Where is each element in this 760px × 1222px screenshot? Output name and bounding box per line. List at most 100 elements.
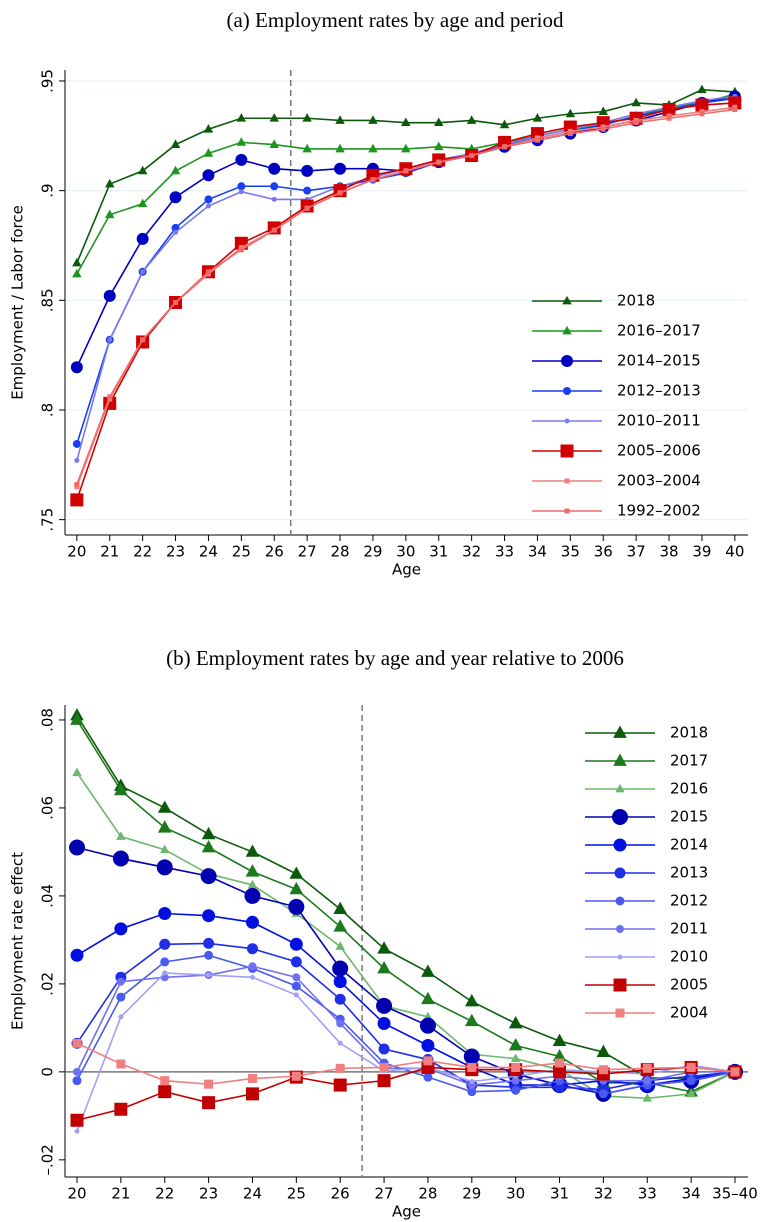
data-point (334, 162, 347, 175)
y-tick-label: .75 (39, 508, 57, 532)
series-line (76, 972, 736, 1132)
data-point (532, 113, 543, 122)
series-line (76, 1042, 736, 1085)
legend-label: 2015 (670, 808, 708, 826)
data-point (467, 1081, 476, 1090)
data-point (105, 178, 115, 188)
x-tick-label: 31 (550, 1185, 569, 1203)
data-point (596, 1044, 611, 1057)
data-point (201, 826, 216, 840)
x-tick-label: 29 (462, 1185, 481, 1203)
data-point (206, 972, 212, 978)
data-point (236, 113, 247, 122)
data-point (333, 975, 347, 989)
data-point (238, 247, 244, 253)
y-tick-label: .8 (39, 403, 57, 417)
data-point (370, 177, 376, 183)
data-point (552, 1033, 567, 1046)
x-tick-label: 32 (594, 1185, 613, 1203)
legend-marker (613, 725, 627, 738)
data-point (140, 337, 146, 343)
data-point (156, 859, 173, 876)
data-point (289, 937, 303, 951)
data-point (170, 139, 181, 148)
data-point (201, 840, 216, 853)
legend-marker (616, 925, 624, 933)
data-point (642, 1063, 652, 1073)
x-tick-label: 24 (199, 543, 218, 561)
data-point (502, 144, 508, 150)
data-point (697, 84, 707, 94)
legend-label: 2016–2017 (617, 322, 701, 340)
series-line (76, 715, 736, 1079)
data-point (332, 960, 349, 977)
legend-marker (613, 978, 627, 992)
data-point (162, 970, 168, 976)
data-point (157, 800, 172, 813)
data-point (666, 115, 672, 121)
data-point (290, 956, 302, 968)
data-point (466, 115, 477, 124)
x-tick-label: 23 (199, 1185, 218, 1203)
legend-label: 2005–2006 (617, 442, 701, 460)
data-point (401, 143, 411, 153)
data-point (467, 1062, 477, 1072)
x-tick-label: 26 (331, 1185, 350, 1203)
data-point (421, 991, 435, 1005)
data-point (292, 973, 301, 982)
data-point (204, 1079, 214, 1089)
data-point (158, 907, 172, 921)
y-axis-label: Employment rate effect (9, 852, 27, 1030)
data-point (686, 1062, 696, 1072)
data-point (268, 162, 281, 175)
data-point (249, 974, 255, 980)
data-point (160, 1076, 170, 1086)
data-point (237, 182, 246, 191)
data-point (203, 148, 214, 157)
legend-label: 2012 (670, 892, 708, 910)
data-point (419, 1017, 436, 1034)
legend-marker (563, 387, 571, 395)
data-point (247, 1073, 257, 1083)
data-point (72, 439, 81, 448)
data-point (114, 782, 128, 796)
data-point (247, 879, 258, 889)
data-point (74, 482, 80, 488)
data-point (301, 164, 314, 177)
legend-label: 2018 (617, 292, 655, 310)
legend-label: 2012–2013 (617, 382, 701, 400)
x-tick-label: 35 (561, 543, 580, 561)
data-point (511, 1076, 520, 1085)
data-point (633, 120, 639, 126)
data-point (173, 300, 179, 305)
legend-label: 1992–2002 (617, 502, 701, 520)
legend-label: 2017 (670, 752, 708, 770)
data-point (376, 997, 393, 1014)
data-point (510, 1053, 521, 1063)
x-tick-label: 24 (243, 1185, 262, 1203)
legend-label: 2010 (670, 948, 708, 966)
data-point (302, 143, 312, 153)
x-tick-label: 28 (330, 543, 349, 561)
legend-label: 2018 (670, 724, 708, 742)
legend-marker (562, 325, 572, 335)
data-point (643, 1076, 652, 1085)
data-point (434, 117, 444, 127)
data-point (69, 839, 85, 856)
legend-label: 2004 (670, 1004, 708, 1022)
data-point (368, 115, 378, 124)
data-point (463, 1048, 480, 1065)
data-point (270, 182, 279, 191)
data-point (377, 941, 391, 954)
data-point (289, 881, 304, 895)
legend-label: 2014–2015 (617, 352, 701, 370)
data-point (421, 964, 435, 977)
data-point (137, 165, 148, 175)
chart-title: (b) Employment rates by age and year rel… (166, 646, 624, 670)
data-point (169, 191, 182, 204)
data-point (377, 961, 391, 974)
x-tick-label: 27 (375, 1185, 394, 1203)
data-point (112, 850, 129, 867)
x-tick-label: 26 (265, 543, 284, 561)
data-point (337, 1040, 343, 1046)
